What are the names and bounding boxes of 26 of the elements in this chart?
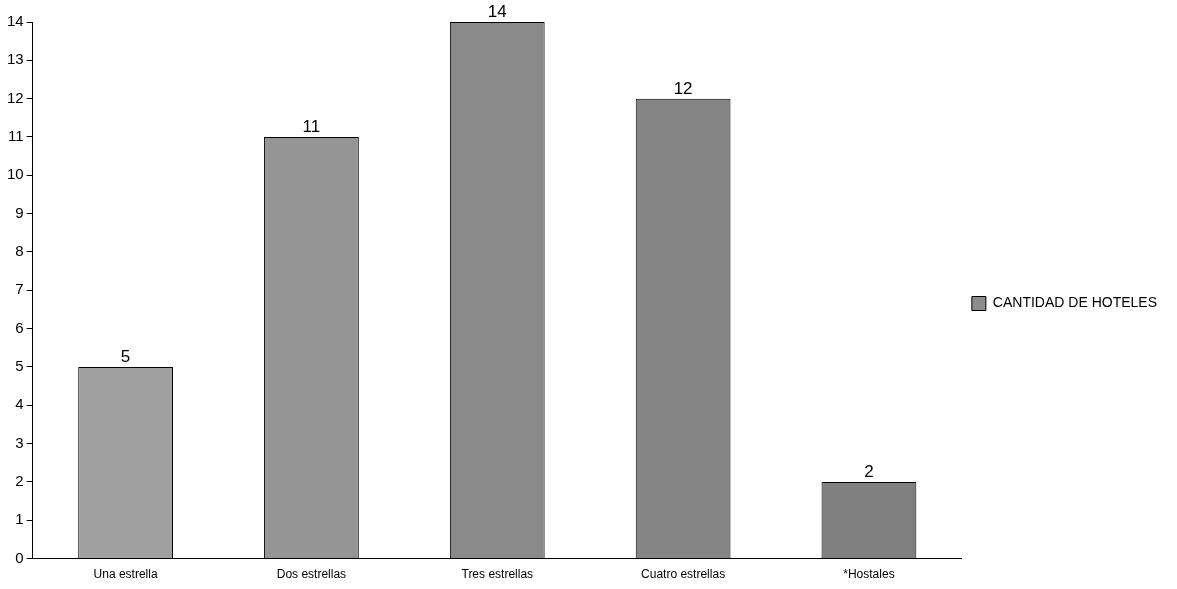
y-tick-label: 1 <box>15 510 24 528</box>
data-label: 11 <box>302 117 321 137</box>
data-label: 2 <box>864 462 874 482</box>
y-tick-label: 9 <box>15 203 24 221</box>
x-tick-label: Dos estrellas <box>276 567 347 582</box>
y-tick-label: 12 <box>7 88 24 106</box>
x-tick-label: Una estrella <box>93 567 158 582</box>
data-label: 5 <box>120 347 131 367</box>
y-tick-label: 10 <box>7 165 24 183</box>
y-tick-label: 4 <box>15 395 24 413</box>
y-tick-label: 7 <box>15 280 24 298</box>
x-tick-label: *Hostales <box>843 567 895 582</box>
y-tick-label: 11 <box>8 127 24 145</box>
y-tick-label: 3 <box>15 433 24 451</box>
data-label: 14 <box>487 2 507 22</box>
x-tick-label: Tres estrellas <box>461 567 534 582</box>
y-tick-label: 13 <box>7 50 24 68</box>
y-tick-label: 6 <box>15 318 24 336</box>
y-tick-label: 0 <box>15 548 24 566</box>
data-label: 12 <box>673 78 693 98</box>
x-tick-label: Cuatro estrellas <box>641 567 726 582</box>
y-tick-label: 2 <box>15 472 24 490</box>
y-tick-label: 5 <box>15 357 24 375</box>
legend-label: CANTIDAD DE HOTELES <box>992 294 1157 311</box>
y-tick-label: 14 <box>7 12 24 30</box>
y-tick-label: 8 <box>15 242 24 260</box>
